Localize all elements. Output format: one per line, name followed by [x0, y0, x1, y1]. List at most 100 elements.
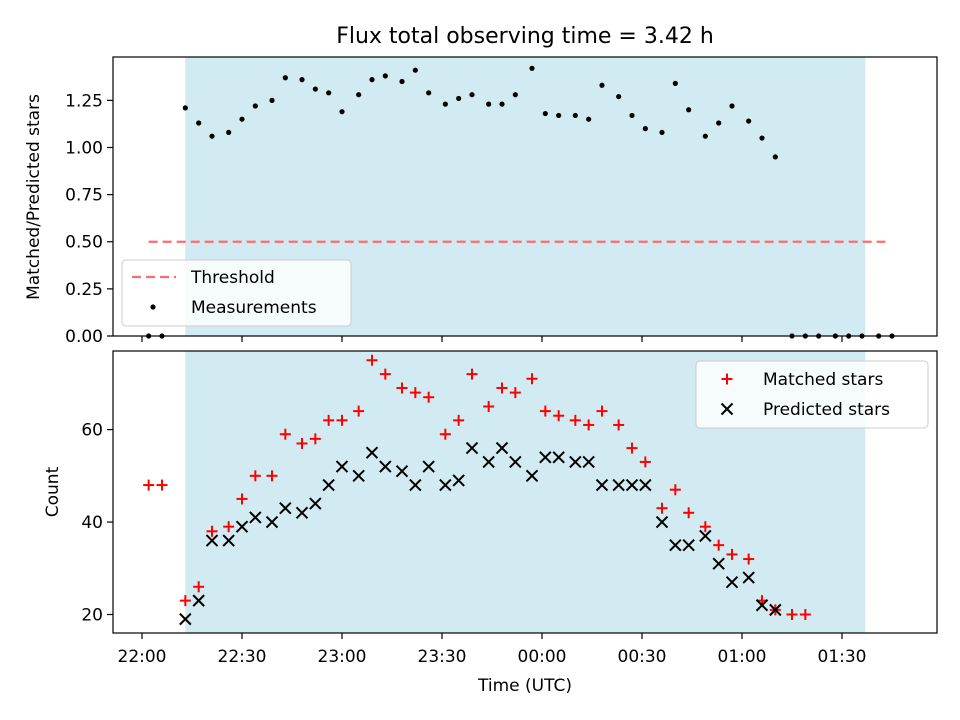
predicted-stars-points — [179, 441, 782, 626]
matched-star-point — [323, 414, 335, 426]
predicted-star-point — [539, 451, 552, 464]
matched-star-point — [639, 456, 651, 468]
x-tick-label: 01:30 — [818, 647, 867, 667]
matched-star-point — [669, 484, 681, 496]
matched-star-point — [583, 419, 595, 431]
matched-star-point — [353, 405, 365, 417]
predicted-star-point — [769, 603, 782, 617]
predicted-star-point — [669, 538, 682, 552]
matched-star-point — [683, 507, 695, 519]
matched-star-point — [539, 405, 551, 417]
measurement-point — [772, 154, 778, 160]
predicted-star-point — [222, 534, 235, 547]
predicted-star-point — [569, 455, 582, 469]
measurement-point — [599, 82, 605, 88]
matched-star-point — [336, 414, 348, 426]
matched-star-point — [613, 419, 625, 431]
measurement-point — [339, 109, 345, 115]
y-tick-label: 1.25 — [65, 91, 103, 111]
matched-star-point — [496, 382, 508, 394]
predicted-star-point — [699, 529, 712, 543]
legend-predicted-swatch — [720, 402, 734, 416]
measurement-point — [282, 75, 288, 81]
matched-star-point — [366, 354, 378, 366]
matched-star-point — [466, 368, 478, 380]
matched-star-point — [296, 437, 308, 449]
matched-star-point — [626, 442, 638, 454]
y-tick-label: 20 — [81, 606, 103, 626]
predicted-star-point — [639, 478, 652, 492]
matched-star-point — [799, 609, 811, 621]
measurement-point — [746, 118, 752, 124]
measurement-point — [672, 80, 678, 86]
predicted-star-point — [682, 538, 695, 552]
predicted-star-point — [295, 506, 309, 520]
predicted-star-point — [422, 460, 435, 473]
y-tick-label: 0.50 — [65, 233, 103, 253]
x-axis-label: Time (UTC) — [477, 676, 572, 696]
matched-star-point — [553, 410, 565, 422]
bottom-x-axis-ticks: 22:00 22:30 23:00 23:30 00:00 00:30 01:00 01:30 — [118, 633, 867, 667]
legend-matched-swatch — [721, 373, 733, 385]
top-legend-box — [121, 259, 352, 327]
matched-star-point — [786, 609, 798, 621]
measurement-point — [729, 103, 735, 109]
predicted-star-point — [439, 478, 452, 492]
measurement-point — [209, 133, 215, 139]
bottom-plot-frame — [112, 350, 938, 634]
measurement-point — [226, 129, 232, 136]
measurement-point — [556, 112, 562, 119]
measurement-point — [269, 97, 275, 103]
x-tick-label: 23:00 — [318, 647, 367, 667]
matched-star-point — [423, 391, 435, 403]
matched-star-point — [266, 470, 278, 482]
matched-star-point — [699, 521, 711, 533]
matched-star-point — [713, 539, 725, 551]
measurement-point — [196, 120, 202, 126]
predicted-star-point — [192, 594, 205, 607]
matched-star-point — [279, 428, 291, 440]
measurement-point — [542, 110, 548, 117]
measurement-point — [356, 92, 362, 98]
measurement-point — [369, 77, 375, 83]
predicted-star-point — [205, 534, 219, 547]
x-tick-label: 01:00 — [718, 647, 767, 667]
matched-star-point — [439, 428, 451, 440]
matched-star-point — [249, 470, 261, 482]
measurement-point — [642, 126, 648, 132]
predicted-star-point — [465, 441, 479, 455]
matched-star-point — [509, 387, 521, 399]
predicted-star-point — [409, 478, 422, 492]
measurement-point — [659, 129, 665, 136]
bottom-legend-box — [695, 360, 929, 429]
predicted-star-point — [625, 478, 639, 492]
y-tick-label: 1.00 — [65, 138, 103, 158]
measurement-point — [426, 90, 432, 96]
measurement-point — [442, 101, 448, 107]
matched-star-point — [453, 414, 465, 426]
y-tick-label: 60 — [81, 421, 103, 441]
measurement-point — [182, 105, 188, 111]
predicted-star-point — [509, 455, 522, 469]
legend-predicted-marker — [720, 402, 734, 416]
predicted-star-point — [452, 474, 465, 487]
y-tick-label: 0.25 — [65, 280, 103, 300]
bottom-y-axis-ticks: 20 40 60 — [81, 421, 113, 626]
matched-star-point — [726, 548, 738, 560]
x-tick-label: 23:30 — [418, 647, 467, 667]
predicted-star-point — [335, 460, 349, 473]
top-panel: 0.00 0.25 0.50 0.75 1.00 1.25 Matched/Predict… — [24, 56, 938, 347]
legend-measurements-label: Measurements — [191, 298, 317, 318]
predicted-star-point — [742, 571, 755, 584]
matched-star-point — [236, 493, 248, 505]
predicted-star-point — [249, 511, 262, 524]
predicted-star-point — [309, 497, 322, 510]
matched-star-point — [409, 387, 421, 399]
predicted-star-point — [495, 441, 509, 455]
legend-matched-marker — [721, 373, 733, 385]
matched-stars-points — [143, 354, 811, 621]
measurement-point — [616, 93, 622, 100]
predicted-star-point — [612, 478, 625, 492]
predicted-star-point — [482, 455, 495, 469]
top-y-axis-ticks: 0.00 0.25 0.50 0.75 1.00 1.25 — [65, 91, 113, 347]
